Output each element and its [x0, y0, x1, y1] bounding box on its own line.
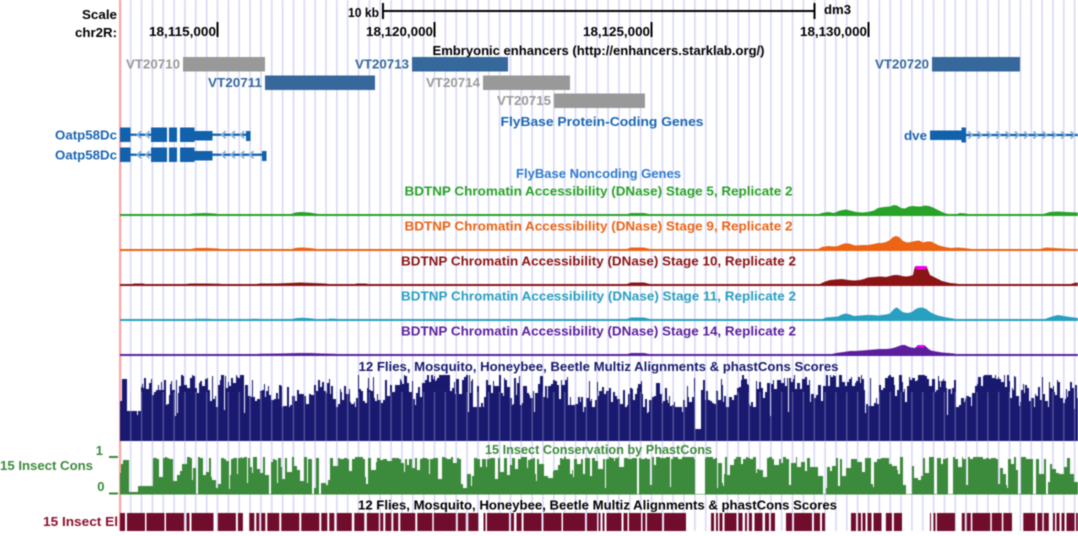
svg-text:VT20713: VT20713 — [355, 57, 409, 72]
svg-text:10 kb: 10 kb — [348, 5, 379, 20]
svg-text:15 Insect Conservation by Phas: 15 Insect Conservation by PhastCons — [485, 442, 712, 457]
svg-text:15 Insect El: 15 Insect El — [43, 514, 118, 529]
svg-text:Oatp58Dc: Oatp58Dc — [55, 128, 117, 143]
svg-text:BDTNP Chromatin Accessibility: BDTNP Chromatin Accessibility (DNase) St… — [401, 254, 796, 269]
svg-text:BDTNP Chromatin Accessibility: BDTNP Chromatin Accessibility (DNase) St… — [401, 324, 796, 339]
svg-text:FlyBase Noncoding Genes: FlyBase Noncoding Genes — [516, 166, 681, 181]
svg-text:dm3: dm3 — [824, 2, 851, 17]
svg-text:Scale: Scale — [82, 7, 117, 22]
svg-text:1: 1 — [96, 443, 103, 458]
svg-text:18,115,000: 18,115,000 — [149, 24, 216, 39]
svg-text:VT20711: VT20711 — [208, 75, 262, 90]
svg-text:0: 0 — [97, 479, 104, 494]
svg-text:VT20710: VT20710 — [126, 57, 180, 72]
svg-text:Oatp58Dc: Oatp58Dc — [55, 148, 117, 163]
svg-text:18,125,000: 18,125,000 — [583, 24, 650, 39]
svg-text:VT20715: VT20715 — [497, 93, 551, 108]
svg-text:VT20714: VT20714 — [426, 75, 481, 90]
svg-text:VT20720: VT20720 — [875, 57, 929, 72]
svg-text:18,130,000: 18,130,000 — [800, 24, 867, 39]
svg-text:BDTNP Chromatin Accessibility: BDTNP Chromatin Accessibility (DNase) St… — [405, 219, 793, 234]
svg-text:BDTNP Chromatin Accessibility: BDTNP Chromatin Accessibility (DNase) St… — [405, 184, 793, 199]
svg-text:12 Flies, Mosquito, Honeybee,: 12 Flies, Mosquito, Honeybee, Beetle Mul… — [358, 498, 837, 513]
svg-text:FlyBase Protein-Coding Genes: FlyBase Protein-Coding Genes — [501, 114, 704, 129]
svg-text:dve: dve — [904, 128, 927, 143]
svg-text:BDTNP Chromatin Accessibility: BDTNP Chromatin Accessibility (DNase) St… — [401, 289, 796, 304]
svg-text:Embryonic enhancers (http://en: Embryonic enhancers (http://enhancers.st… — [433, 43, 765, 58]
svg-text:chr2R:: chr2R: — [75, 25, 117, 40]
svg-text:15 Insect Cons: 15 Insect Cons — [0, 458, 93, 473]
svg-text:18,120,000: 18,120,000 — [366, 24, 433, 39]
svg-text:12 Flies, Mosquito, Honeybee,: 12 Flies, Mosquito, Honeybee, Beetle Mul… — [359, 359, 839, 374]
